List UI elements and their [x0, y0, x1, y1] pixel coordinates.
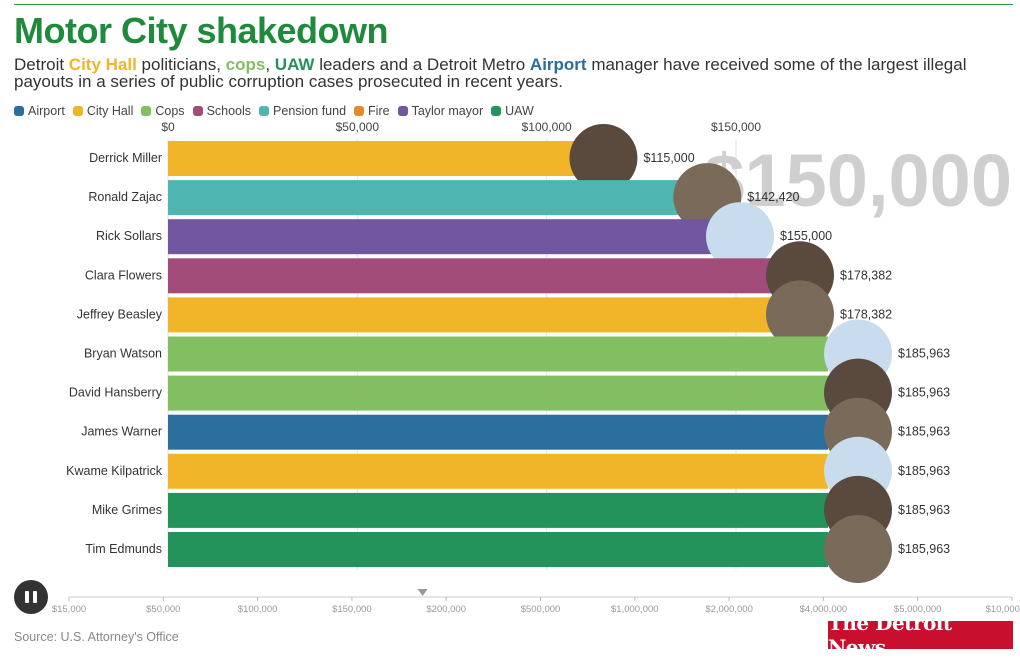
bar: [168, 492, 828, 528]
legend-label: Pension fund: [273, 104, 347, 118]
legend-swatch: [397, 106, 408, 116]
legend-swatch: [192, 106, 203, 116]
top-rule: [14, 4, 1013, 5]
bar-name-label: Bryan Watson: [84, 347, 162, 361]
bar-value-label: $185,963: [898, 503, 950, 517]
x-tick-label: $50,000: [336, 120, 380, 134]
bar-value-label: $178,382: [840, 268, 892, 282]
bar: [168, 336, 828, 372]
subtitle-text: Detroit: [14, 55, 69, 74]
bar: [168, 219, 740, 255]
timeline-label: $500,000: [521, 604, 561, 615]
legend-item: Pension fund: [259, 104, 346, 118]
legend: Airport City Hall Cops Schools Pension fund F…: [14, 104, 534, 118]
legend-swatch: [72, 106, 83, 116]
x-tick-label: $0: [161, 120, 175, 134]
bar-value-label: $185,963: [898, 464, 950, 478]
avatar-photo: [824, 515, 892, 583]
legend-item: UAW: [491, 104, 534, 118]
legend-swatch: [259, 106, 270, 116]
timeline-label: $1,000,000: [611, 604, 659, 615]
subtitle-text: ,: [265, 55, 275, 74]
detroit-news-logo: The Detroit News: [828, 611, 1013, 659]
bar-name-label: James Warner: [81, 425, 162, 439]
legend-swatch: [354, 106, 365, 116]
subtitle-airport: Airport: [529, 55, 587, 74]
x-tick-label: $150,000: [711, 120, 761, 134]
subtitle-uaw: UAW: [274, 55, 315, 74]
bar-value-label: $185,963: [898, 347, 950, 361]
legend-item: Schools: [192, 104, 252, 118]
legend-item: Fire: [354, 104, 390, 118]
timeline-label: $100,000: [238, 604, 278, 615]
subtitle-cops: cops: [225, 55, 266, 74]
pause-icon: [25, 591, 37, 603]
timeline-label: $15,000: [52, 604, 86, 615]
bar: [168, 180, 708, 216]
subtitle-text: manager have received some of the larges…: [14, 55, 967, 91]
avatar-photo: [766, 280, 834, 349]
timeline-label: $5,000,000: [894, 604, 942, 615]
chart-title: Motor City shakedown: [14, 10, 389, 51]
legend-label: Fire: [368, 104, 390, 118]
x-tick-label: $100,000: [522, 120, 572, 134]
avatar-photo: [569, 124, 638, 192]
bar: [168, 141, 604, 176]
bar-value-label: $185,963: [898, 386, 950, 400]
bar-name-label: Kwame Kilpatrick: [66, 464, 163, 478]
legend-swatch: [491, 106, 502, 116]
bar-value-label: $178,382: [840, 307, 892, 321]
legend-label: Airport: [28, 104, 65, 118]
subtitle-text: leaders and a Detroit Metro: [314, 55, 530, 74]
bar-name-label: Derrick Miller: [89, 151, 162, 165]
bar-value-label: $185,963: [898, 425, 950, 439]
bar: [168, 532, 828, 567]
pause-button[interactable]: [14, 580, 48, 614]
legend-item: City Hall: [72, 104, 134, 118]
legend-swatch: [14, 106, 24, 116]
legend-item: Taylor mayor: [397, 104, 484, 118]
bar-value-label: $115,000: [643, 151, 694, 165]
bar-name-label: Jeffrey Beasley: [77, 307, 163, 321]
bar-name-label: Rick Sollars: [96, 229, 162, 243]
avatar-photo: [706, 202, 774, 271]
bar: [168, 258, 800, 294]
legend-label: Schools: [206, 104, 252, 118]
timeline-label: $10,000,000: [986, 604, 1020, 615]
timeline-label: $150,000: [332, 604, 372, 615]
bar-name-label: David Hansberry: [69, 386, 163, 400]
legend-label: Taylor mayor: [411, 104, 484, 118]
timeline-label: $50,000: [146, 604, 180, 615]
bar-value-label: $185,963: [898, 542, 950, 556]
timeline-label: $4,000,000: [800, 604, 848, 615]
bar: [168, 375, 828, 411]
timeline-handle[interactable]: [417, 589, 428, 596]
subtitle-city-hall: City Hall: [68, 55, 137, 74]
legend-label: Cops: [155, 104, 185, 118]
source-note: Source: U.S. Attorney's Office: [14, 630, 179, 644]
timeline-label: $2,000,000: [705, 604, 753, 615]
bar: [168, 453, 828, 489]
legend-swatch: [141, 106, 152, 116]
bar-value-label: $155,000: [780, 229, 832, 243]
bar: [168, 297, 800, 333]
chart-subtitle: Detroit City Hall politicians, cops, UAW…: [14, 56, 1004, 90]
bar-name-label: Tim Edmunds: [85, 542, 162, 556]
legend-label: UAW: [505, 104, 534, 118]
bar: [168, 414, 828, 450]
bar-name-label: Ronald Zajac: [88, 190, 162, 204]
bar-value-label: $142,420: [747, 190, 799, 204]
bar-name-label: Clara Flowers: [85, 268, 162, 282]
legend-item: Airport: [14, 104, 65, 118]
legend-label: City Hall: [86, 104, 134, 118]
subtitle-text: politicians,: [136, 55, 226, 74]
bar-name-label: Mike Grimes: [92, 503, 162, 517]
timeline-label: $200,000: [426, 604, 466, 615]
legend-item: Cops: [141, 104, 185, 118]
